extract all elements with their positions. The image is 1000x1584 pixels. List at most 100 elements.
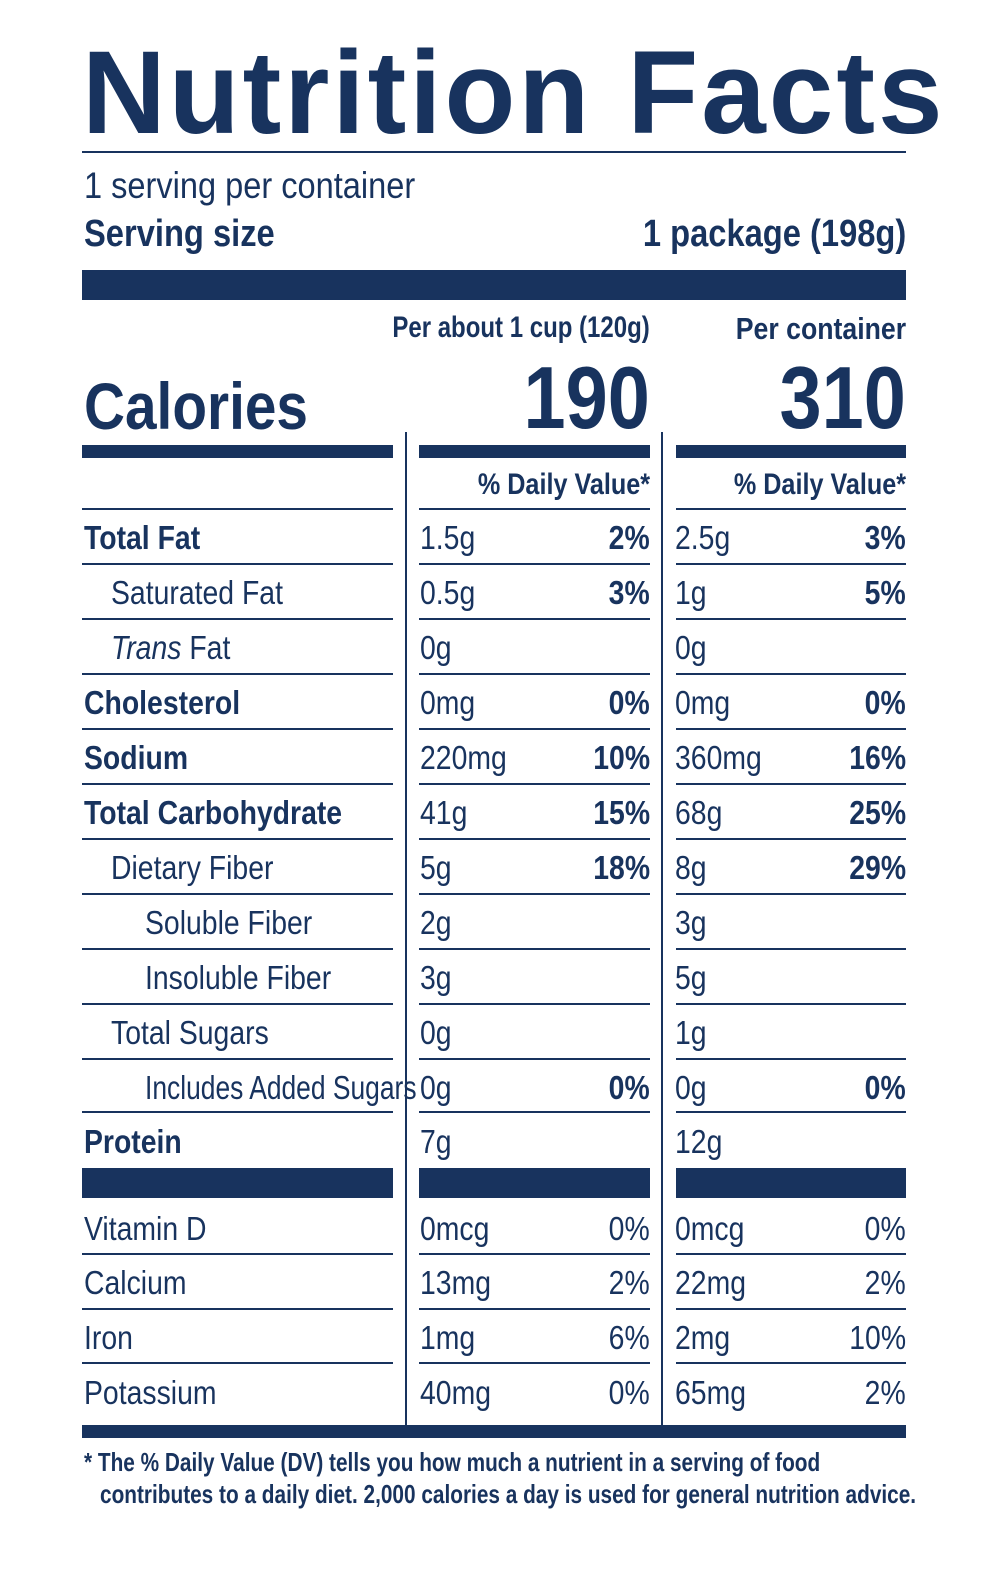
footnote-line-2: contributes to a daily diet. 2,000 calor… xyxy=(100,1479,917,1509)
nutrient-col1-dv: 10% xyxy=(593,739,650,776)
calories-col2: 310 xyxy=(779,348,906,447)
calories-col1: 190 xyxy=(523,348,650,447)
vitamin-name-iron: Iron xyxy=(84,1319,133,1356)
vitamin-col1-dv: 0% xyxy=(608,1210,650,1247)
row-divider xyxy=(676,1308,906,1310)
vitamin-col2-amount: 0mcg xyxy=(675,1210,745,1247)
servings-per-container: 1 serving per container xyxy=(84,165,416,206)
nutrient-col2-amount: 3g xyxy=(675,904,707,941)
dv-header-col2: % Daily Value* xyxy=(733,468,906,501)
row-divider xyxy=(676,1111,906,1113)
vitamin-name-vitamin-d: Vitamin D xyxy=(84,1210,207,1247)
nutrient-name-saturated-fat: Saturated Fat xyxy=(111,574,283,611)
row-divider xyxy=(419,728,650,730)
row-divider xyxy=(82,838,393,840)
nutrient-name-dietary-fiber: Dietary Fiber xyxy=(111,849,274,886)
nutrient-name-total-carbohydrate: Total Carbohydrate xyxy=(84,794,343,831)
vitamin-col2-dv: 10% xyxy=(849,1319,906,1356)
vitamin-col1-amount: 0mcg xyxy=(420,1210,490,1247)
nutrient-col2-amount: 8g xyxy=(675,849,707,886)
thick-bar-calories-col1 xyxy=(419,445,650,458)
row-divider xyxy=(676,1058,906,1060)
nutrient-col1-amount: 1.5g xyxy=(420,519,476,556)
row-divider xyxy=(676,508,906,510)
col1-header: Per about 1 cup (120g) xyxy=(392,311,650,344)
row-divider xyxy=(82,1308,393,1310)
vitamin-col1-amount: 40mg xyxy=(420,1374,492,1411)
row-divider xyxy=(676,563,906,565)
row-divider xyxy=(676,783,906,785)
row-divider xyxy=(419,1362,650,1364)
column-separator-2 xyxy=(661,432,663,1425)
row-divider xyxy=(676,618,906,620)
nutrient-col1-amount: 3g xyxy=(420,959,452,996)
nutrient-col2-amount: 1g xyxy=(675,1014,707,1051)
nutrient-col1-amount: 41g xyxy=(420,794,468,831)
nutrient-col1-amount: 0.5g xyxy=(420,574,476,611)
row-divider xyxy=(419,618,650,620)
row-divider xyxy=(82,893,393,895)
nutrient-col2-amount: 2.5g xyxy=(675,519,731,556)
nutrient-col1-amount: 0g xyxy=(420,1069,452,1106)
serving-size-label: Serving size xyxy=(84,213,275,255)
vitamin-col1-dv: 2% xyxy=(608,1264,650,1301)
vitamin-col1-amount: 1mg xyxy=(420,1319,476,1356)
row-divider xyxy=(82,618,393,620)
nutrient-col2-dv: 3% xyxy=(864,519,906,556)
row-divider xyxy=(676,673,906,675)
nutrient-col2-amount: 1g xyxy=(675,574,707,611)
thick-bar-top xyxy=(82,270,906,300)
nutrient-col2-amount: 360mg xyxy=(675,739,762,776)
vitamin-name-calcium: Calcium xyxy=(84,1264,187,1301)
nutrient-col1-amount: 0g xyxy=(420,1014,452,1051)
nutrient-name-insoluble-fiber: Insoluble Fiber xyxy=(145,959,332,996)
row-divider xyxy=(82,948,393,950)
vitamin-col2-amount: 2mg xyxy=(675,1319,731,1356)
col2-header: Per container xyxy=(735,311,906,346)
nutrient-col1-dv: 15% xyxy=(593,794,650,831)
vitamin-col1-dv: 6% xyxy=(608,1319,650,1356)
nutrient-col2-amount: 0mg xyxy=(675,684,731,721)
nutrient-col1-dv: 0% xyxy=(608,1069,650,1106)
nutrient-col2-dv: 29% xyxy=(849,849,906,886)
calories-label: Calories xyxy=(84,369,309,443)
row-divider xyxy=(676,838,906,840)
row-divider xyxy=(82,1058,393,1060)
nutrient-col2-amount: 5g xyxy=(675,959,707,996)
row-divider xyxy=(82,1111,393,1113)
row-divider xyxy=(419,948,650,950)
vitamin-col2-amount: 65mg xyxy=(675,1374,747,1411)
vitamin-col1-amount: 13mg xyxy=(420,1264,492,1301)
nutrient-col1-dv: 2% xyxy=(608,519,650,556)
nutrient-col1-dv: 18% xyxy=(593,849,650,886)
row-divider xyxy=(676,1253,906,1255)
title-divider xyxy=(82,151,906,153)
row-divider xyxy=(419,893,650,895)
nutrient-col2-dv: 0% xyxy=(864,684,906,721)
row-divider xyxy=(419,783,650,785)
dv-header-col1: % Daily Value* xyxy=(477,468,650,501)
thick-bar-bottom xyxy=(82,1425,906,1438)
nutrient-name-sodium: Sodium xyxy=(84,739,189,776)
thick-bar-vitamins-col2 xyxy=(676,1168,906,1198)
nutrient-col1-amount: 0g xyxy=(420,629,452,666)
nutrient-col2-amount: 12g xyxy=(675,1123,723,1160)
row-divider xyxy=(419,1253,650,1255)
vitamin-name-potassium: Potassium xyxy=(84,1374,217,1411)
nutrient-col1-amount: 220mg xyxy=(420,739,507,776)
nutrient-name-trans-fat: Trans Fat xyxy=(111,629,231,666)
row-divider xyxy=(676,1362,906,1364)
column-separator-1 xyxy=(405,432,407,1425)
nutrient-col1-amount: 7g xyxy=(420,1123,452,1160)
row-divider xyxy=(419,563,650,565)
nutrient-col2-dv: 5% xyxy=(864,574,906,611)
row-divider xyxy=(82,728,393,730)
nutrient-col2-amount: 0g xyxy=(675,1069,707,1106)
thick-bar-calories-col2 xyxy=(676,445,906,458)
nutrient-name-soluble-fiber: Soluble Fiber xyxy=(145,904,313,941)
nutrient-name-total-fat: Total Fat xyxy=(84,519,201,556)
row-divider xyxy=(419,508,650,510)
row-divider xyxy=(676,948,906,950)
row-divider xyxy=(82,1003,393,1005)
row-divider xyxy=(419,838,650,840)
